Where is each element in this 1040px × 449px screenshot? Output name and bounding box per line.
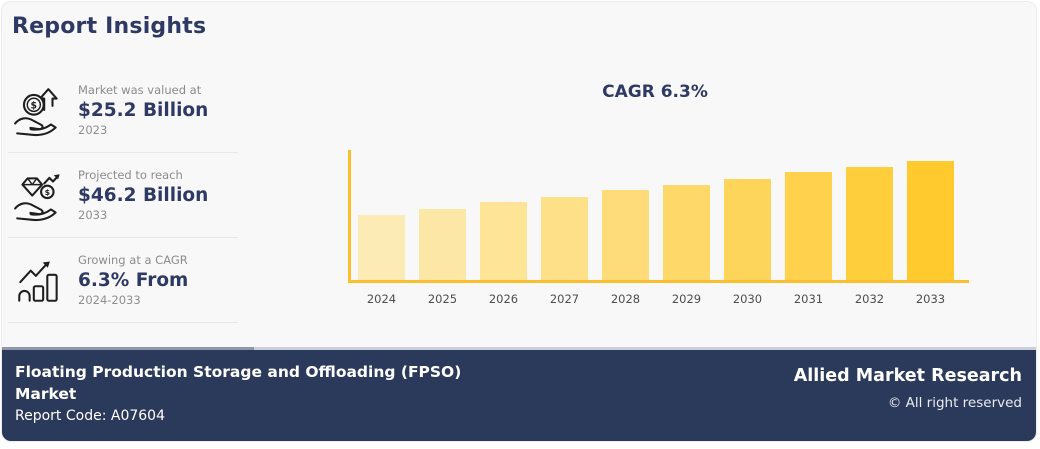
- bar-column-2027: 2027: [541, 150, 588, 306]
- stat-cagr: Growing at a CAGR 6.3% From 2024-2033: [2, 238, 244, 322]
- stats-sidebar: $ Market was valued at $25.2 Billion 202…: [2, 68, 244, 323]
- footer-top-strip-right: [254, 347, 1036, 350]
- growth-bar-chart-icon: [18, 261, 58, 302]
- footer-report-info: Floating Production Storage and Offloadi…: [15, 361, 515, 424]
- report-title-line2: Market: [15, 385, 77, 403]
- chart-title: CAGR 6.3%: [602, 82, 708, 102]
- stat-value: $25.2 Billion: [78, 99, 209, 121]
- money-growth-hand-icon: $: [14, 88, 58, 137]
- x-tick-label: 2032: [854, 292, 885, 306]
- bar-column-2030: 2030: [724, 150, 771, 306]
- bar-2029: [663, 185, 710, 280]
- x-tick-label: 2025: [427, 292, 458, 306]
- stat-texts: Projected to reach $46.2 Billion 2033: [78, 168, 208, 222]
- copyright-text: © All right reserved: [887, 395, 1022, 411]
- bar-column-2032: 2032: [846, 150, 893, 306]
- x-tick-label: 2030: [732, 292, 763, 306]
- bar-column-2031: 2031: [785, 150, 832, 306]
- x-tick-label: 2026: [488, 292, 519, 306]
- svg-text:$: $: [31, 100, 38, 111]
- bar-2031: [785, 172, 832, 280]
- divider: [8, 322, 238, 323]
- bar-2028: [602, 190, 649, 280]
- stat-value: 6.3% From: [78, 269, 189, 291]
- stat-label: Growing at a CAGR: [78, 253, 188, 268]
- page-title: Report Insights: [12, 14, 207, 39]
- x-tick-label: 2029: [671, 292, 702, 306]
- x-tick-label: 2024: [366, 292, 397, 306]
- bar-2033: [907, 161, 954, 280]
- report-insights-card: Report Insights $ Market was valued at $…: [1, 1, 1037, 442]
- bar-chart-plot: 2024 2025 2026 2027 2028 2029 2030 2031 2032 2033: [348, 150, 969, 306]
- stat-projected-value: $ Projected to reach $46.2 Billion 2033: [2, 153, 244, 237]
- stat-value: $46.2 Billion: [78, 184, 209, 206]
- bar-2026: [480, 202, 527, 280]
- stat-texts: Growing at a CAGR 6.3% From 2024-2033: [78, 253, 188, 307]
- stat-label: Projected to reach: [78, 168, 183, 183]
- divider: [8, 237, 238, 238]
- stat-market-value: $ Market was valued at $25.2 Billion 202…: [2, 68, 244, 152]
- brand-name: Allied Market Research: [793, 366, 1022, 386]
- bar-column-2026: 2026: [480, 150, 527, 306]
- stat-label: Market was valued at: [78, 83, 202, 98]
- footer-brand-info: Allied Market Research © All right reser…: [794, 366, 1022, 411]
- report-title-line1: Floating Production Storage and Offloadi…: [15, 363, 462, 381]
- bar-2025: [419, 209, 466, 280]
- svg-text:$: $: [45, 188, 50, 197]
- bar-2024: [358, 215, 405, 280]
- bar-2027: [541, 197, 588, 280]
- bar-2030: [724, 179, 771, 280]
- bar-2032: [846, 167, 893, 280]
- stat-period: 2033: [78, 207, 108, 222]
- x-tick-label: 2031: [793, 292, 824, 306]
- x-tick-label: 2028: [610, 292, 641, 306]
- stat-period: 2024-2033: [78, 292, 141, 307]
- stat-period: 2023: [78, 122, 108, 137]
- investment-growth-hand-icon: $: [14, 174, 60, 222]
- bar-column-2028: 2028: [602, 150, 649, 306]
- x-tick-label: 2027: [549, 292, 580, 306]
- footer-top-strip-left: [2, 347, 254, 350]
- footer: Floating Production Storage and Offloadi…: [2, 350, 1036, 441]
- stat-texts: Market was valued at $25.2 Billion 2023: [78, 83, 208, 137]
- report-title: Floating Production Storage and Offloadi…: [15, 361, 515, 405]
- bar-column-2033: 2033: [907, 150, 954, 306]
- bar-column-2024: 2024: [358, 150, 405, 306]
- x-tick-label: 2033: [915, 292, 946, 306]
- bar-column-2029: 2029: [663, 150, 710, 306]
- report-code: Report Code: A07604: [15, 408, 165, 424]
- divider: [8, 152, 238, 153]
- bar-column-2025: 2025: [419, 150, 466, 306]
